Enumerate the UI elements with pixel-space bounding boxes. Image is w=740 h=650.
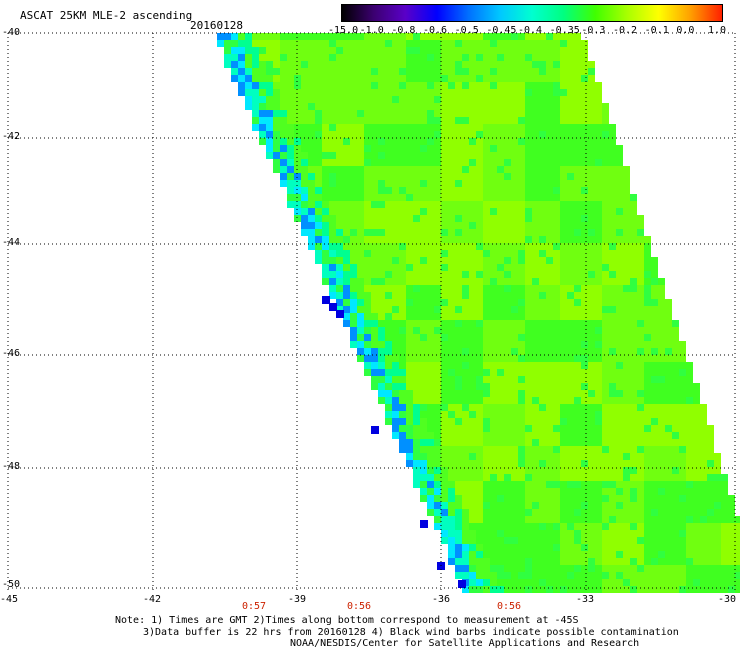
colorbar-label: -0.35 [549, 25, 580, 36]
lat-label-42: -42 [2, 131, 21, 142]
lat-label-40: -40 [2, 27, 21, 38]
time-label-1: 0:57 [242, 601, 267, 612]
colorbar-label: 0.0 [676, 25, 695, 36]
lon-label-39: -39 [288, 594, 307, 605]
colorbar-label: -0.2 [613, 25, 638, 36]
note-line-3: NOAA/NESDIS/Center for Satellite Applica… [290, 638, 640, 649]
lon-label-30: -30 [718, 594, 737, 605]
colorbar-label: -0.45 [486, 25, 517, 36]
colorbar-label: -0.3 [581, 25, 606, 36]
map-title: ASCAT 25KM MLE-2 ascending [20, 9, 193, 22]
swath-data [217, 33, 740, 593]
lat-label-48: -48 [2, 461, 21, 472]
colorbar [341, 4, 723, 22]
colorbar-label: -0.8 [391, 25, 416, 36]
colorbar-label: -0.6 [423, 25, 448, 36]
lat-label-46: -46 [2, 348, 21, 359]
colorbar-label: -15.0 [328, 25, 359, 36]
note-line-1: Note: 1) Times are GMT 2)Times along bot… [115, 615, 579, 626]
time-label-2: 0:56 [347, 601, 372, 612]
colorbar-label: -0.4 [518, 25, 543, 36]
lon-label-36: -36 [432, 594, 451, 605]
lon-label-42: -42 [143, 594, 162, 605]
lon-label-45: -45 [0, 594, 19, 605]
note-line-2: 3)Data buffer is 22 hrs from 20160128 4)… [143, 627, 679, 638]
colorbar-label: 1.0 [708, 25, 727, 36]
colorbar-label: -0.5 [454, 25, 479, 36]
map-date: 20160128 [190, 19, 243, 32]
colorbar-label: -1.0 [359, 25, 384, 36]
time-label-3: 0:56 [497, 601, 522, 612]
lat-label-44: -44 [2, 237, 21, 248]
lat-label-50: -50 [2, 579, 21, 590]
colorbar-label: -0.1 [644, 25, 669, 36]
lon-label-33: -33 [576, 594, 595, 605]
